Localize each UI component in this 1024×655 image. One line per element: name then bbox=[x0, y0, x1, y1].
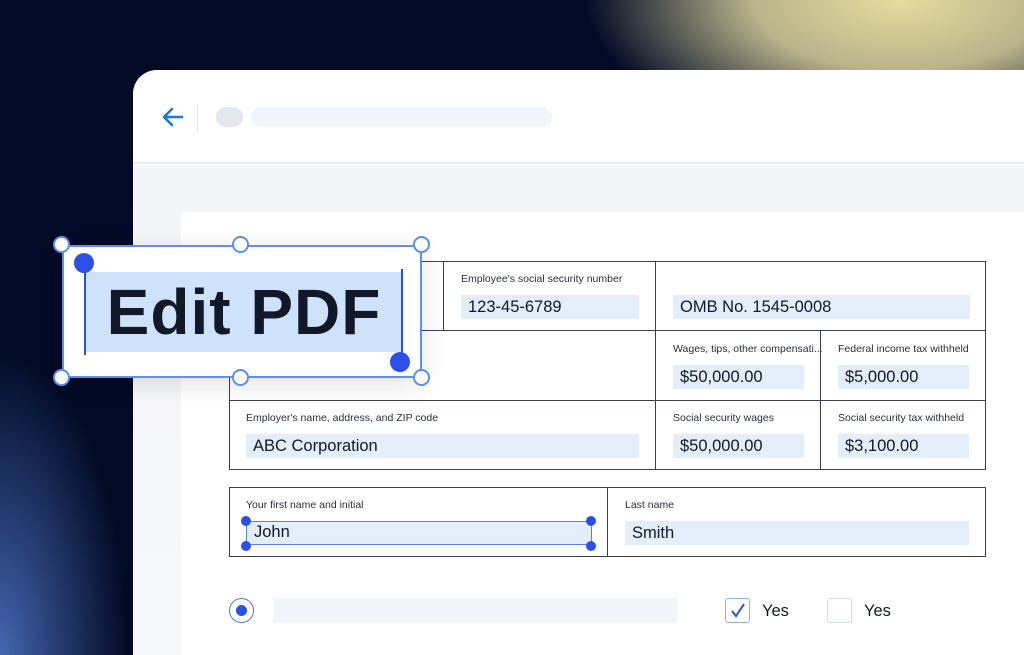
fed-tax-field[interactable]: $5,000.00 bbox=[838, 365, 969, 389]
employer-cell: Employer's name, address, and ZIP code A… bbox=[229, 400, 656, 470]
wages-label: Wages, tips, other compensati... bbox=[673, 343, 823, 355]
last-name-field[interactable]: Smith bbox=[625, 521, 969, 545]
selection-caret-start bbox=[84, 269, 86, 355]
ss-tax-field[interactable]: $3,100.00 bbox=[838, 434, 969, 458]
omb-cell: OMB No. 1545-0008 bbox=[655, 261, 986, 331]
checkbox-checked[interactable] bbox=[725, 598, 750, 623]
checkbox-unchecked[interactable] bbox=[827, 598, 852, 623]
selection-end-handle[interactable] bbox=[390, 352, 410, 372]
ssn-cell: Employee's social security number 123-45… bbox=[443, 261, 656, 331]
ss-tax-label: Social security tax withheld bbox=[838, 412, 965, 424]
resize-handle[interactable] bbox=[586, 541, 596, 551]
employer-field[interactable]: ABC Corporation bbox=[246, 434, 639, 458]
resize-handle-top[interactable] bbox=[232, 236, 249, 253]
selection-start-handle[interactable] bbox=[74, 253, 94, 273]
omb-field[interactable]: OMB No. 1545-0008 bbox=[673, 295, 970, 319]
ssn-field[interactable]: 123-45-6789 bbox=[461, 295, 639, 319]
selection-caret-end bbox=[401, 269, 403, 355]
fed-tax-label: Federal income tax withheld bbox=[838, 343, 969, 355]
resize-handle-top-right[interactable] bbox=[413, 236, 430, 253]
resize-handle[interactable] bbox=[241, 541, 251, 551]
edit-text-box[interactable]: Edit PDF bbox=[62, 245, 422, 378]
first-name-cell: Your first name and initial John bbox=[229, 487, 608, 557]
first-name-field[interactable]: John bbox=[246, 521, 592, 545]
ss-wages-cell: Social security wages $50,000.00 bbox=[655, 400, 821, 470]
radio-button[interactable] bbox=[229, 598, 254, 623]
checkbox-label: Yes bbox=[762, 602, 789, 620]
ss-tax-cell: Social security tax withheld $3,100.00 bbox=[820, 400, 986, 470]
toolbar bbox=[133, 70, 1024, 164]
employer-label: Employer's name, address, and ZIP code bbox=[246, 412, 439, 424]
placeholder-pill bbox=[216, 107, 243, 127]
wages-field[interactable]: $50,000.00 bbox=[673, 365, 804, 389]
resize-handle[interactable] bbox=[586, 516, 596, 526]
first-name-label: Your first name and initial bbox=[246, 499, 364, 511]
checkmark-icon bbox=[731, 603, 745, 618]
resize-handle-bottom-left[interactable] bbox=[53, 369, 70, 386]
arrow-left-icon bbox=[162, 107, 184, 127]
resize-handle-bottom[interactable] bbox=[232, 369, 249, 386]
divider bbox=[197, 104, 198, 132]
edit-text-selection[interactable]: Edit PDF bbox=[85, 272, 403, 352]
resize-handle-bottom-right[interactable] bbox=[413, 369, 430, 386]
radio-dot bbox=[236, 605, 247, 616]
last-name-cell: Last name Smith bbox=[607, 487, 986, 557]
ss-wages-field[interactable]: $50,000.00 bbox=[673, 434, 804, 458]
last-name-label: Last name bbox=[625, 499, 675, 511]
resize-handle[interactable] bbox=[241, 516, 251, 526]
placeholder-field bbox=[273, 598, 677, 623]
checkbox-label: Yes bbox=[864, 602, 891, 620]
resize-handle-top-left[interactable] bbox=[53, 236, 70, 253]
ss-wages-label: Social security wages bbox=[673, 412, 774, 424]
fed-tax-cell: Federal income tax withheld $5,000.00 bbox=[820, 330, 986, 401]
ssn-label: Employee's social security number bbox=[461, 273, 623, 285]
wages-cell: Wages, tips, other compensati... $50,000… bbox=[655, 330, 823, 401]
back-button[interactable] bbox=[161, 105, 185, 129]
placeholder-address-bar bbox=[251, 107, 552, 127]
